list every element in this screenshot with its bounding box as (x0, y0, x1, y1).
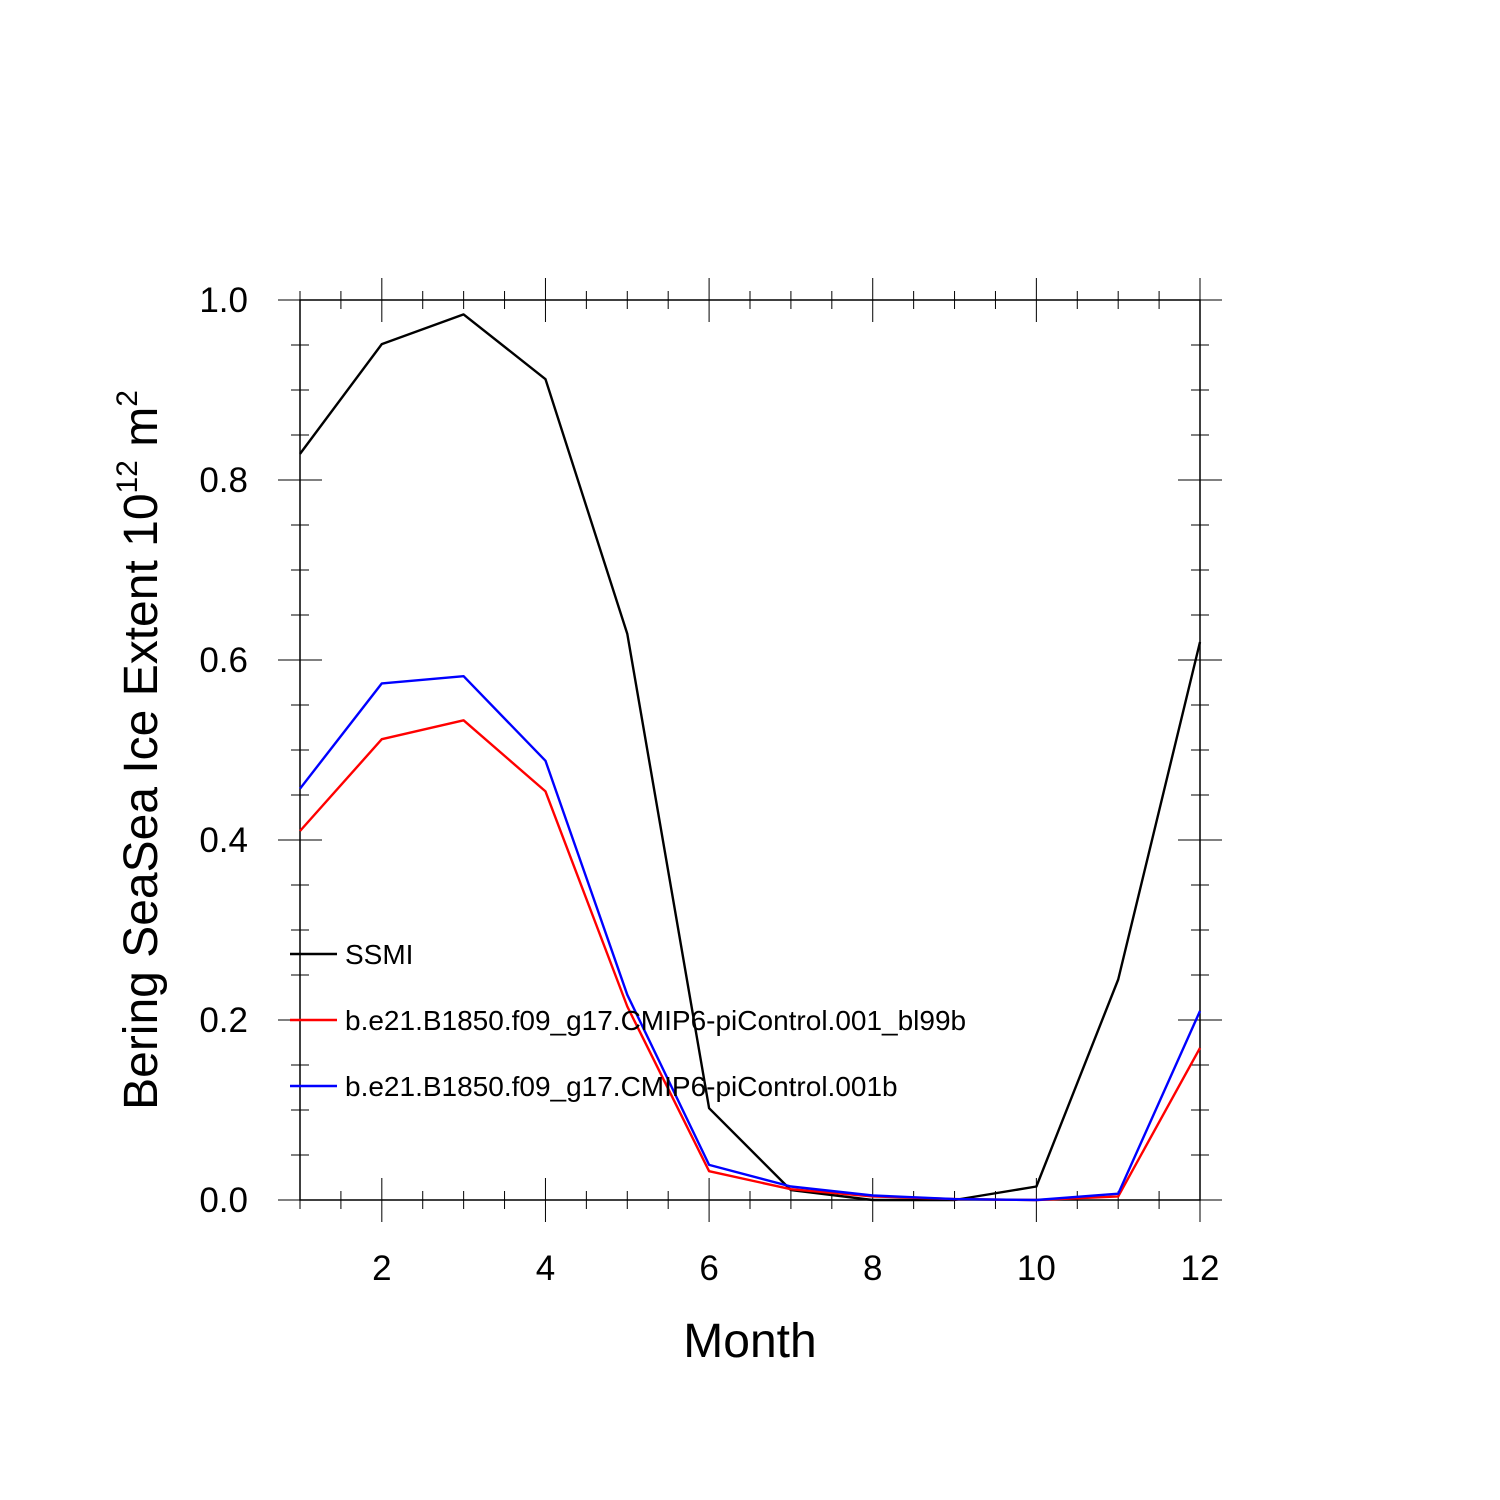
x-tick-label: 10 (1017, 1249, 1056, 1288)
y-axis-title: Bering SeaSea Ice Extent 1012 m2 (111, 390, 168, 1110)
y-tick-label: 1.0 (199, 281, 248, 320)
x-tick-label: 6 (699, 1249, 718, 1288)
x-axis-title: Month (683, 1315, 816, 1368)
y-tick-label: 0.6 (199, 641, 248, 680)
x-tick-label: 4 (536, 1249, 555, 1288)
legend-label-1: SSMI (345, 939, 413, 970)
x-tick-label: 2 (372, 1249, 391, 1288)
y-tick-label: 0.4 (199, 821, 248, 860)
legend-label-2: b.e21.B1850.f09_g17.CMIP6-piControl.001_… (345, 1005, 966, 1036)
legend: SSMI b.e21.B1850.f09_g17.CMIP6-piControl.… (290, 939, 966, 1102)
x-tick-label: 8 (863, 1249, 882, 1288)
series-line-3 (299, 675, 1202, 1202)
series-lines (299, 313, 1202, 1202)
y-tick-label: 0.0 (199, 1181, 248, 1220)
plot-frame (299, 299, 1201, 1201)
y-tick-label: 0.8 (199, 461, 248, 500)
legend-label-3: b.e21.B1850.f09_g17.CMIP6-piControl.001b (345, 1071, 898, 1102)
tick-labels: 2 4 6 8 10 12 0.0 0.2 0.4 0.6 0.8 1.0 (199, 281, 1219, 1288)
y-axis-title-unit-exponent: 2 (111, 390, 144, 407)
series-line-2 (299, 719, 1202, 1202)
axis-ticks (278, 278, 1222, 1222)
y-axis-title-main: Bering SeaSea Ice Extent 10 (115, 493, 168, 1109)
series-line-1 (299, 313, 1202, 1202)
x-tick-label: 12 (1181, 1249, 1220, 1288)
y-axis-title-unit: m (115, 407, 168, 460)
y-axis-title-exponent: 12 (111, 460, 144, 493)
y-tick-label: 0.2 (199, 1001, 248, 1040)
